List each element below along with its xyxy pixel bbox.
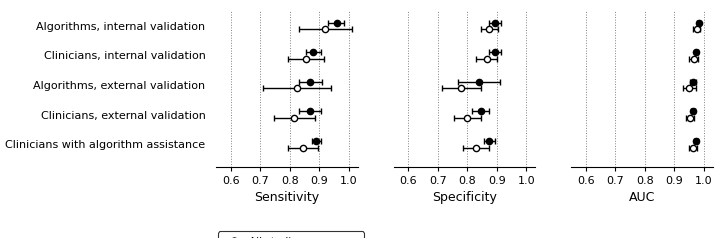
X-axis label: AUC: AUC: [629, 191, 655, 204]
Legend: All studies, Studies with low bias: All studies, Studies with low bias: [218, 232, 364, 238]
X-axis label: Sensitivity: Sensitivity: [254, 191, 320, 204]
X-axis label: Specificity: Specificity: [432, 191, 497, 204]
